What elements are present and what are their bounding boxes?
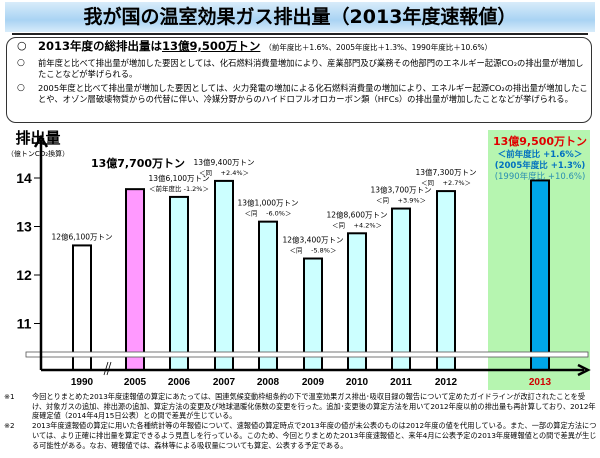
data-label: 12億8,600万トン <box>326 209 387 219</box>
y-tick-label: 11 <box>17 316 32 332</box>
y-axis-arrow <box>33 134 49 148</box>
bar-2006 <box>169 195 189 371</box>
summary-box: ○ 2013年度の総排出量は13億9,500万トン （前年度比＋1.6%、200… <box>6 37 592 123</box>
data-label: ＜同 +3.9%＞ <box>376 197 426 205</box>
data-label: ＜前年度比 +1.6%＞ <box>498 149 583 160</box>
data-label: 13億1,000万トン <box>237 198 298 208</box>
data-label: 12億3,400万トン <box>282 235 343 245</box>
bar-2013 <box>530 179 550 371</box>
bullet-icon: ○ <box>17 39 27 52</box>
bar-1990 <box>72 244 92 371</box>
y-tick-label: 13 <box>16 219 32 235</box>
x-tick-label: 2007 <box>213 377 236 388</box>
bar-2007 <box>214 179 234 371</box>
axis-break-band <box>25 351 589 358</box>
y-tick-label: 12 <box>16 267 32 283</box>
x-tick-label: 2006 <box>168 377 191 388</box>
bar-2012 <box>436 190 456 371</box>
bar-2010 <box>347 232 367 371</box>
title-divider <box>12 33 588 35</box>
data-label: (1990年度比 +10.6%) <box>495 171 586 182</box>
bullet-icon: ○ <box>17 83 25 93</box>
x-axis-arrow <box>577 363 591 377</box>
axis-break-mark <box>103 361 109 376</box>
footnotes: ※1 今回とりまとめた2013年度速報値の算定にあたっては、国連気候変動枠組条約の… <box>4 392 598 450</box>
data-label: ＜同 +2.7%＞ <box>421 179 471 187</box>
data-label: 13億3,700万トン <box>370 185 431 195</box>
x-tick-label: 2013 <box>529 377 552 388</box>
x-tick-label: 2011 <box>390 377 412 388</box>
y-axis-title: 排出量 <box>15 129 60 147</box>
footnote: ※2 2013年度速報値の算定に用いた各種統計等の年報値について、速報値の算定時点… <box>4 421 597 450</box>
headline-note: （前年度比＋1.6%、2005年度比＋1.3%、1990年度比＋10.6%） <box>264 43 493 52</box>
x-tick-label: 2008 <box>257 377 280 388</box>
data-label: 13億7,300万トン <box>415 167 476 177</box>
data-label: ＜同 -5.8%＞ <box>290 247 337 255</box>
footnote: ※1 今回とりまとめた2013年度速報値の算定にあたっては、国連気候変動枠組条約の… <box>4 392 596 421</box>
y-tick-label: 14 <box>16 170 32 186</box>
data-label: ＜同 +4.2%＞ <box>332 221 382 229</box>
bar-2005 <box>125 188 145 371</box>
axis-break-mark <box>106 361 112 376</box>
data-label: ＜同 +2.4%＞ <box>199 169 249 177</box>
data-label: 13億9,400万トン <box>193 157 254 167</box>
x-tick-label: 1990 <box>71 377 94 388</box>
headline-value: 13億9,500万トン <box>162 39 261 53</box>
data-label: 12億6,100万トン <box>51 231 112 241</box>
data-label: (2005年度比 +1.3%) <box>495 160 586 171</box>
headline-prefix: 2013年度の総排出量は <box>38 39 163 53</box>
x-tick-label: 2009 <box>302 377 325 388</box>
data-label: 13億6,100万トン <box>148 173 209 183</box>
y-axis-unit: （億トンCO₂換算） <box>7 149 69 158</box>
data-label: ＜前年度比 -1.2%＞ <box>149 184 209 193</box>
data-label: 13億7,700万トン <box>91 156 185 170</box>
bar-2008 <box>258 220 278 371</box>
page-title: 我が国の温室効果ガス排出量（2013年度速報値） <box>5 2 595 32</box>
bullet-icon: ○ <box>17 58 25 68</box>
data-label: 13億9,500万トン <box>493 134 587 148</box>
x-tick-label: 2012 <box>435 377 458 388</box>
x-tick-label: 2010 <box>346 377 369 388</box>
bar-2011 <box>391 207 411 371</box>
x-tick-label: 2005 <box>124 377 147 388</box>
data-label: ＜同 -6.0%＞ <box>245 210 292 218</box>
